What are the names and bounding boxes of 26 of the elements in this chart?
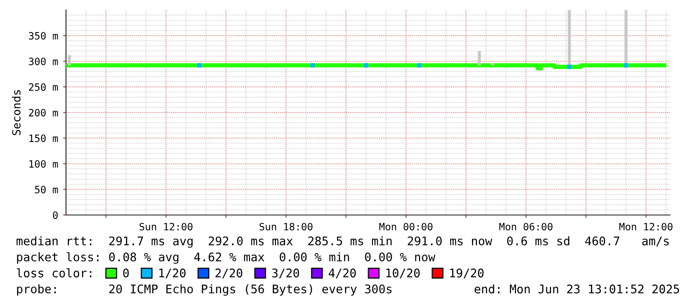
- legend-label: 1/20: [159, 268, 186, 278]
- x-tick-label: Mon 06:00: [499, 222, 552, 230]
- legend-label: 3/20: [272, 268, 300, 278]
- legend-title: loss color:: [16, 268, 92, 278]
- x-tick-label: Sun 18:00: [260, 222, 312, 230]
- text: packet loss: 0.08 % avg 4.62 % max 0.00 % min 0.00 % now: [17, 252, 436, 264]
- y-tick-label: 50 m: [34, 186, 58, 194]
- y-tick-label: 150 m: [29, 134, 58, 142]
- legend-label: 19/20: [450, 268, 484, 278]
- text: end: Mon Jun 23 13:01:52 2025: [474, 284, 680, 294]
- text: median rtt: 291.7 ms avg 292.0 ms max 285.5 ms min 291.0 ms now 0.6 ms sd 460.7 am/s: [16, 236, 669, 248]
- y-tick-label: 250 m: [29, 83, 58, 91]
- legend-label: 10/20: [386, 268, 420, 278]
- y-tick-label: 100 m: [29, 160, 58, 168]
- legend-label: 2/20: [216, 268, 242, 278]
- y-tick-label: 350 m: [28, 32, 58, 40]
- x-tick-label: Mon 12:00: [619, 222, 672, 230]
- text: probe: 20 ICMP Echo Pings (56 Bytes) every 300s: [17, 284, 392, 296]
- x-tick-label: Mon 00:00: [379, 222, 432, 230]
- legend-label: 0: [123, 268, 129, 278]
- y-tick-label: 300 m: [28, 58, 58, 66]
- y-axis-title: Seconds: [12, 90, 21, 136]
- y-tick-label: 0: [52, 211, 58, 219]
- y-tick-label: 200 m: [29, 108, 58, 116]
- legend-label: 4/20: [328, 268, 356, 278]
- x-tick-label: Sun 12:00: [140, 222, 192, 230]
